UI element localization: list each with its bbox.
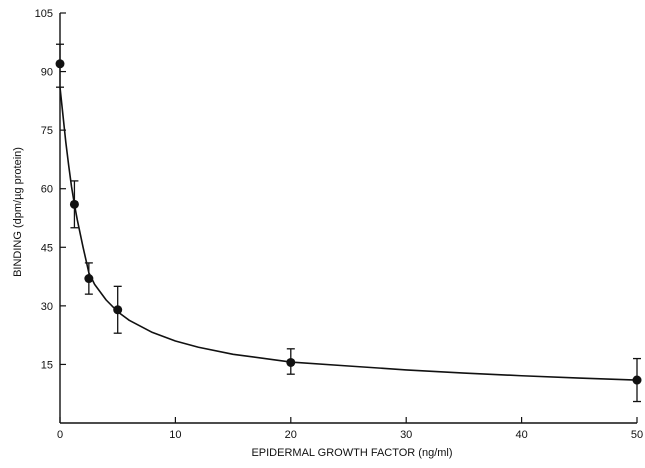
y-tick-label: 60	[41, 184, 53, 196]
y-tick-label: 90	[41, 67, 53, 79]
fit-curve-layer	[59, 87, 638, 381]
x-tick-label: 50	[631, 429, 643, 441]
y-tick-label: 105	[35, 8, 53, 20]
data-point	[84, 274, 94, 284]
error-bars	[56, 43, 641, 403]
data-point	[113, 305, 123, 315]
x-tick-label: 20	[285, 429, 297, 441]
fit-curve	[59, 87, 638, 381]
x-tick-label: 0	[57, 429, 63, 441]
data-point	[69, 199, 79, 209]
data-point	[632, 375, 642, 385]
y-tick-label: 75	[41, 125, 53, 137]
y-axis-title: BINDING (dpm/µg protein)	[12, 147, 24, 277]
data-point	[286, 357, 296, 367]
x-tick-label: 40	[515, 429, 527, 441]
axes: 0 10 20 30 40 50 15 30 45 60 75 90 105	[35, 8, 643, 441]
y-tick-label: 30	[41, 301, 53, 313]
y-tick-label: 15	[41, 359, 53, 371]
x-tick-label: 30	[400, 429, 412, 441]
y-tick-label: 45	[41, 242, 53, 254]
x-axis-title: EPIDERMAL GROWTH FACTOR (ng/ml)	[251, 447, 452, 459]
x-tick-label: 10	[169, 429, 181, 441]
data-points	[55, 59, 642, 385]
data-point	[55, 59, 65, 69]
